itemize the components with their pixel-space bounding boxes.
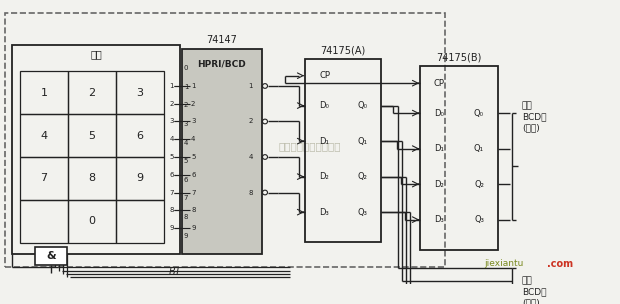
Text: 6: 6 xyxy=(169,172,174,178)
Bar xyxy=(116,200,164,243)
Bar xyxy=(116,114,164,157)
Text: 3: 3 xyxy=(184,121,188,127)
Bar xyxy=(116,157,164,200)
Text: 1: 1 xyxy=(249,83,253,89)
Text: D₃: D₃ xyxy=(434,215,444,224)
Text: 3: 3 xyxy=(169,119,174,125)
Bar xyxy=(68,200,116,243)
Text: 4: 4 xyxy=(170,136,174,142)
Text: (反码): (反码) xyxy=(522,298,540,304)
Bar xyxy=(20,200,68,243)
Text: 74147: 74147 xyxy=(206,35,237,45)
Text: 8: 8 xyxy=(191,207,195,213)
Text: 9: 9 xyxy=(136,174,144,184)
Text: 8: 8 xyxy=(184,214,188,220)
Text: Q₃: Q₃ xyxy=(474,215,484,224)
Text: 2: 2 xyxy=(184,102,188,109)
Text: Q₁: Q₁ xyxy=(357,136,367,146)
Text: 2: 2 xyxy=(191,101,195,107)
Text: 个位: 个位 xyxy=(522,276,533,285)
Bar xyxy=(116,71,164,114)
Text: 5: 5 xyxy=(170,154,174,160)
Text: 6: 6 xyxy=(191,172,195,178)
Bar xyxy=(68,71,116,114)
Text: 0: 0 xyxy=(89,216,95,226)
Text: 74175(B): 74175(B) xyxy=(436,53,482,63)
Text: Q₀: Q₀ xyxy=(357,101,367,110)
Text: 8: 8 xyxy=(249,189,253,195)
Text: D₀: D₀ xyxy=(434,109,444,118)
Text: Q₂: Q₂ xyxy=(474,180,484,188)
Bar xyxy=(182,49,262,254)
Text: D₃: D₃ xyxy=(319,208,329,217)
Text: 2: 2 xyxy=(89,88,95,98)
Text: Q₀: Q₀ xyxy=(474,109,484,118)
Text: BT: BT xyxy=(169,267,182,277)
Text: 4: 4 xyxy=(249,154,253,160)
Bar xyxy=(68,157,116,200)
Text: D₂: D₂ xyxy=(319,172,329,181)
Text: 8: 8 xyxy=(169,207,174,213)
Text: .com: .com xyxy=(547,258,573,268)
Text: 2: 2 xyxy=(170,101,174,107)
Text: 1: 1 xyxy=(40,88,48,98)
Text: D₀: D₀ xyxy=(319,101,329,110)
Bar xyxy=(20,71,68,114)
Text: HPRI/BCD: HPRI/BCD xyxy=(198,59,246,68)
Text: 74175(A): 74175(A) xyxy=(321,46,366,55)
Text: 8: 8 xyxy=(89,174,95,184)
Text: 1: 1 xyxy=(191,83,195,89)
Text: (反码): (反码) xyxy=(522,123,540,133)
Text: 7: 7 xyxy=(191,189,195,195)
Text: 9: 9 xyxy=(184,233,188,239)
Text: 4: 4 xyxy=(191,136,195,142)
Bar xyxy=(68,114,116,157)
Bar xyxy=(420,66,498,250)
Text: 6: 6 xyxy=(136,130,143,140)
Text: 7: 7 xyxy=(40,174,48,184)
Text: D₁: D₁ xyxy=(319,136,329,146)
Text: 6: 6 xyxy=(184,177,188,183)
Text: 7: 7 xyxy=(169,189,174,195)
Bar xyxy=(35,247,67,265)
Text: 3: 3 xyxy=(136,88,143,98)
Text: D₂: D₂ xyxy=(434,180,444,188)
Text: jiexiantu: jiexiantu xyxy=(484,259,523,268)
Bar xyxy=(12,45,180,254)
Text: 5: 5 xyxy=(191,154,195,160)
Bar xyxy=(5,13,445,267)
Text: 键盘: 键盘 xyxy=(90,49,102,59)
Text: 5: 5 xyxy=(89,130,95,140)
Text: 3: 3 xyxy=(191,119,195,125)
Text: BCD码: BCD码 xyxy=(522,112,546,121)
Bar xyxy=(20,114,68,157)
Text: 9: 9 xyxy=(169,225,174,231)
Text: Q₂: Q₂ xyxy=(357,172,367,181)
Text: CP: CP xyxy=(319,71,330,80)
Text: CP: CP xyxy=(434,79,445,88)
Text: 1: 1 xyxy=(184,84,188,90)
Text: 5: 5 xyxy=(184,158,188,164)
Bar xyxy=(305,59,381,242)
Text: 7: 7 xyxy=(184,195,188,201)
Text: Q₃: Q₃ xyxy=(357,208,367,217)
Text: 4: 4 xyxy=(184,140,188,146)
Text: 4: 4 xyxy=(40,130,48,140)
Text: 2: 2 xyxy=(249,119,253,125)
Text: D₁: D₁ xyxy=(434,144,444,153)
Text: &: & xyxy=(46,251,56,261)
Text: 十位: 十位 xyxy=(522,101,533,110)
Text: 0: 0 xyxy=(184,65,188,71)
Text: Q₁: Q₁ xyxy=(474,144,484,153)
Text: 杭州稳捷科技有限公司: 杭州稳捷科技有限公司 xyxy=(279,141,341,151)
Text: 1: 1 xyxy=(169,83,174,89)
Text: 9: 9 xyxy=(191,225,195,231)
Bar xyxy=(20,157,68,200)
Text: BCD码: BCD码 xyxy=(522,287,546,296)
